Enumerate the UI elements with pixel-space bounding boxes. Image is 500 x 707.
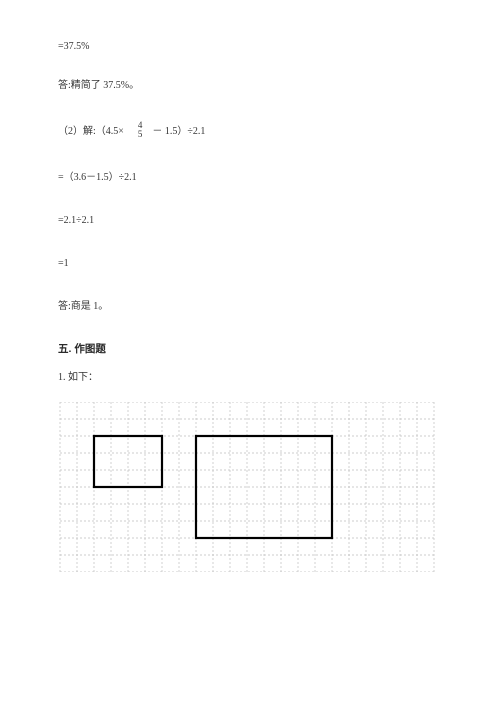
step-line-2: =2.1÷2.1 bbox=[58, 214, 442, 227]
answer-line-1: 答:精简了 37.5%。 bbox=[58, 79, 442, 92]
eq-post: － 1.5）÷2.1 bbox=[152, 125, 205, 138]
answer-line-2: 答:商是 1。 bbox=[58, 300, 442, 313]
step-line-3: =1 bbox=[58, 257, 442, 270]
grid-svg bbox=[58, 402, 438, 572]
result-line-1: =37.5% bbox=[58, 40, 442, 53]
fraction-4-5: 4 5 bbox=[138, 121, 143, 140]
fraction-denominator: 5 bbox=[138, 130, 143, 139]
step-line-1: =（3.6－1.5）÷2.1 bbox=[58, 171, 442, 184]
eq-pre: （2）解:（4.5× bbox=[58, 125, 124, 138]
section-heading: 五. 作图题 bbox=[58, 343, 442, 357]
drawing-grid bbox=[58, 402, 438, 572]
subheading: 1. 如下： bbox=[58, 371, 442, 384]
equation-with-fraction: （2）解:（4.5× 4 5 － 1.5）÷2.1 bbox=[58, 122, 442, 141]
